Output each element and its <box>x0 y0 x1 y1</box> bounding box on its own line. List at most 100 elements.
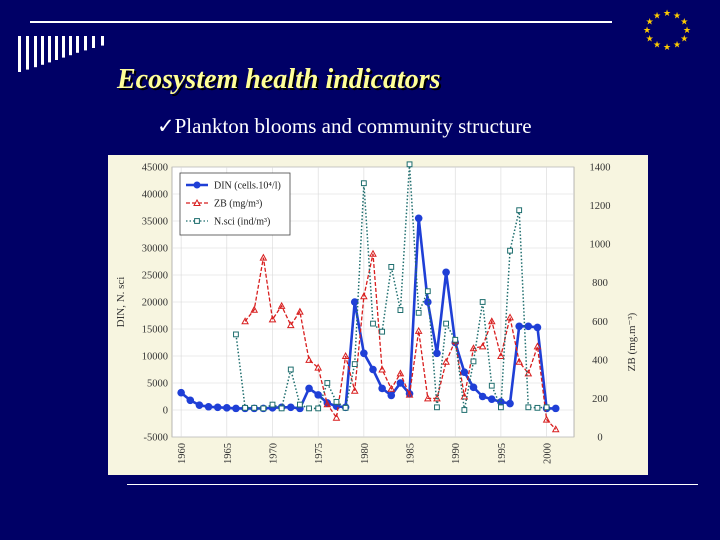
eu-star: ★ <box>663 9 671 19</box>
data-point <box>314 363 323 371</box>
decorative-bar <box>84 36 87 51</box>
data-point <box>415 309 422 316</box>
eu-flag-logo: ★ ★ ★ ★ ★ ★ ★ ★ ★ ★ ★ ★ <box>615 2 718 60</box>
bottom-rule <box>127 484 698 485</box>
y2-tick-label: 1200 <box>590 201 611 212</box>
y-tick-label: 20000 <box>142 298 168 309</box>
eu-star: ★ <box>673 41 681 51</box>
x-tick-label: 1975 <box>314 443 325 464</box>
data-point <box>487 395 496 403</box>
y-tick-label: 30000 <box>142 244 168 255</box>
y-tick-label: 40000 <box>142 190 168 201</box>
data-point <box>406 161 413 168</box>
data-point <box>533 342 542 350</box>
bullet-text: Plankton blooms and community structure <box>174 114 532 138</box>
eu-star: ★ <box>683 26 691 36</box>
data-point <box>479 299 486 305</box>
data-point <box>497 351 505 359</box>
data-point <box>498 404 504 411</box>
x-tick-label: 1970 <box>269 443 280 464</box>
y-tick-label: 5000 <box>147 379 168 390</box>
data-point <box>515 357 524 365</box>
y-tick-label: 25000 <box>142 271 168 282</box>
data-point <box>177 388 185 397</box>
y2-axis-label: ZB (mg.m⁻³) <box>626 312 638 371</box>
data-point <box>350 386 359 394</box>
decorative-bar <box>69 36 72 56</box>
data-point <box>269 401 276 408</box>
y2-tick-label: 800 <box>592 278 608 289</box>
y-tick-label: 10000 <box>142 352 168 363</box>
eu-star: ★ <box>680 18 688 28</box>
data-point <box>204 402 213 411</box>
data-point <box>515 322 523 331</box>
data-point <box>396 379 405 387</box>
data-point <box>433 349 441 358</box>
data-point <box>332 413 341 421</box>
checkmark-icon: ✓ <box>157 114 175 138</box>
data-point <box>369 365 377 374</box>
y-tick-label: 35000 <box>142 217 168 228</box>
bullet-item: ✓Plankton blooms and community structure <box>157 114 532 139</box>
data-point <box>396 369 405 377</box>
data-point <box>442 268 450 277</box>
data-point <box>524 322 533 331</box>
data-point <box>213 403 222 412</box>
data-point <box>305 355 313 363</box>
data-point <box>369 249 377 257</box>
decorative-bar <box>18 36 21 72</box>
series-line <box>244 253 557 430</box>
data-point <box>259 253 268 261</box>
data-point <box>470 358 477 365</box>
data-point <box>442 357 450 365</box>
legend-marker <box>193 181 201 189</box>
decorative-bar <box>92 36 95 48</box>
data-point <box>543 404 550 411</box>
y2-tick-label: 600 <box>592 317 608 328</box>
data-point <box>315 405 322 412</box>
data-point <box>478 342 487 350</box>
data-point <box>551 404 560 413</box>
data-point <box>305 384 313 393</box>
y2-tick-label: 1400 <box>590 163 611 174</box>
data-point <box>223 404 231 412</box>
data-point <box>424 298 432 306</box>
data-point <box>370 320 376 327</box>
data-point <box>323 400 332 408</box>
legend-label: N.sci (ind/m³) <box>214 217 270 228</box>
eu-star: ★ <box>673 11 681 21</box>
data-point <box>360 349 368 358</box>
data-point <box>524 369 533 377</box>
data-point <box>378 365 386 373</box>
data-point <box>387 384 396 392</box>
data-point <box>268 315 277 323</box>
data-point <box>232 404 240 413</box>
data-point <box>287 366 294 373</box>
data-point <box>525 404 532 411</box>
data-point <box>297 401 303 408</box>
data-point <box>278 405 285 412</box>
data-point <box>195 401 204 409</box>
data-point <box>542 415 551 423</box>
legend-label: ZB (mg/m³) <box>214 199 262 210</box>
data-point <box>506 313 514 321</box>
eu-star: ★ <box>643 26 651 36</box>
chart-frame: 45000 40000 35000 30000 25000 20000 15000 10000… <box>108 155 648 475</box>
y-tick-label: -5000 <box>144 433 169 444</box>
data-point <box>487 317 496 325</box>
data-point <box>379 328 386 335</box>
data-point <box>469 383 478 392</box>
y-tick-label: 45000 <box>142 163 168 174</box>
x-tick-label: 1960 <box>177 443 188 464</box>
data-point <box>350 298 359 306</box>
data-point <box>286 321 295 329</box>
data-point <box>333 399 340 405</box>
data-point <box>360 180 367 187</box>
data-point <box>478 392 487 401</box>
data-point <box>507 247 513 254</box>
data-point <box>233 331 239 338</box>
data-point <box>551 425 560 433</box>
data-point <box>516 207 523 214</box>
decorative-bar <box>34 36 37 68</box>
decorative-bar <box>26 36 29 70</box>
